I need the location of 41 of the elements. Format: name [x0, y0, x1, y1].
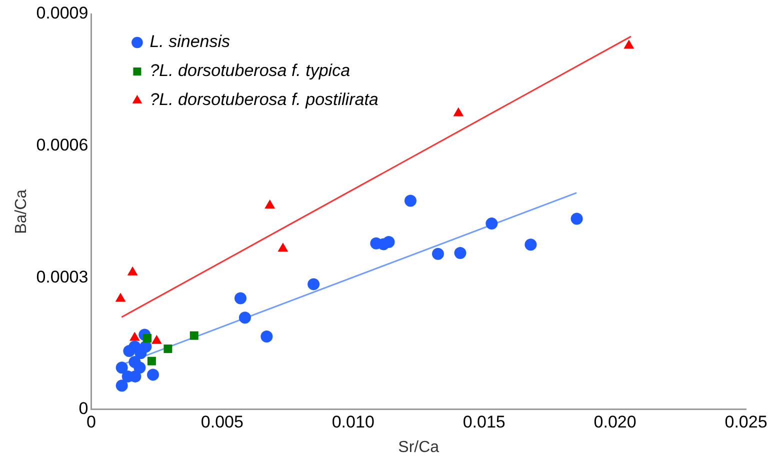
point	[151, 334, 162, 344]
point	[147, 356, 156, 366]
point	[164, 344, 172, 354]
point	[570, 212, 583, 225]
point	[308, 278, 320, 290]
legend-label: ?L. dorsotuberosa f. typica	[150, 61, 350, 80]
point	[524, 238, 537, 251]
point	[454, 247, 466, 259]
point	[116, 362, 128, 374]
point	[453, 107, 464, 116]
point	[190, 331, 198, 340]
point	[128, 340, 141, 353]
x-tick-label: 0.010	[332, 412, 374, 432]
point	[134, 362, 146, 374]
y-axis-title: Ba/Ca	[13, 189, 30, 234]
x-tick-label: 0.025	[724, 412, 768, 432]
point	[260, 330, 273, 342]
point	[404, 194, 416, 207]
point	[624, 40, 634, 49]
point	[147, 368, 160, 381]
x-tick-label: 0.015	[462, 412, 506, 432]
y-tick-label: 0	[78, 399, 88, 418]
x-axis-title: Sr/Ca	[398, 438, 440, 456]
point	[129, 332, 140, 341]
point	[486, 218, 498, 230]
x-tick-label: 0.020	[594, 412, 636, 432]
point	[278, 242, 288, 252]
point	[115, 292, 126, 302]
y-tick-label: 0.0009	[36, 4, 88, 23]
point	[238, 312, 251, 324]
point	[234, 292, 246, 304]
legend-label: ?L. dorsotuberosa f. postilirata	[150, 90, 378, 110]
y-tick-label: 0.0003	[36, 267, 88, 286]
point	[432, 248, 444, 260]
point	[382, 236, 395, 248]
point	[127, 266, 138, 276]
x-tick-label: 0.005	[200, 412, 244, 432]
legend-label: L. sinensis	[150, 32, 231, 52]
point	[264, 200, 276, 209]
point	[116, 380, 128, 392]
y-tick-label: 0.0006	[36, 135, 88, 154]
